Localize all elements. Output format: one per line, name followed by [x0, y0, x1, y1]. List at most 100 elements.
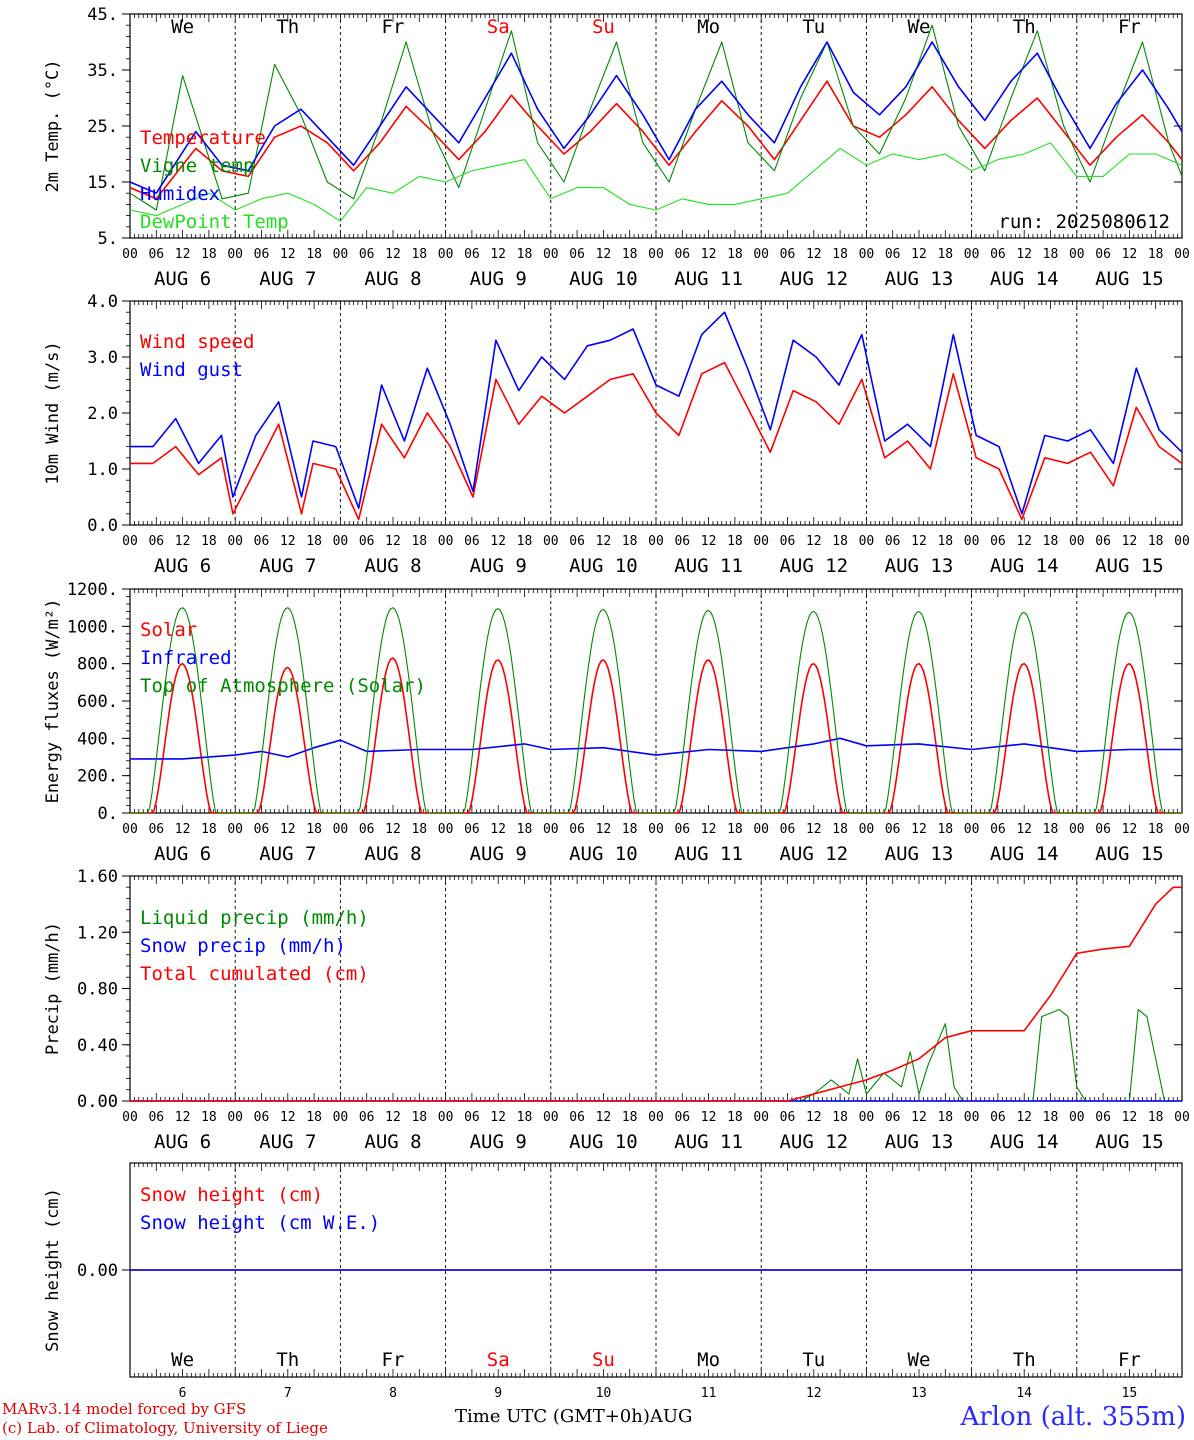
x-hour-label: 00: [333, 822, 349, 837]
x-date-label: AUG 8: [364, 268, 421, 290]
day-of-week-label: Su: [592, 1349, 615, 1371]
x-date-label: AUG 14: [990, 555, 1059, 577]
x-hour-label: 18: [517, 822, 533, 837]
x-hour-label: 06: [359, 1110, 375, 1125]
x-hour-label: 00: [438, 247, 454, 262]
y-tick-label: 1200.: [67, 580, 118, 600]
x-date-label: AUG 15: [1095, 1131, 1164, 1153]
series-line-dewpoint-temp: [129, 142, 1183, 222]
x-date-label: AUG 12: [779, 268, 848, 290]
x-hour-label: 18: [937, 247, 953, 262]
y-tick-label: 0.80: [77, 980, 118, 1000]
x-hour-label: 06: [990, 534, 1006, 549]
series-line-temperature: [129, 80, 1183, 200]
x-date-label: AUG 8: [364, 555, 421, 577]
x-day-number: 8: [389, 1386, 397, 1401]
x-date-label: AUG 8: [364, 843, 421, 865]
x-date-label: AUG 13: [885, 268, 954, 290]
x-hour-label: 12: [701, 534, 717, 549]
x-hour-label: 06: [359, 822, 375, 837]
x-hour-label: 12: [1122, 1110, 1138, 1125]
x-hour-label: 12: [911, 822, 927, 837]
x-hour-label: 12: [490, 1110, 506, 1125]
legend-entry: Temperature: [140, 127, 266, 149]
x-hour-label: 18: [517, 534, 533, 549]
x-hour-label: 12: [596, 247, 612, 262]
x-hour-label: 18: [201, 1110, 217, 1125]
x-hour-label: 18: [201, 534, 217, 549]
x-hour-label: 06: [359, 534, 375, 549]
x-hour-label: 00: [227, 1110, 243, 1125]
x-date-label: AUG 10: [569, 843, 638, 865]
x-hour-label: 18: [727, 822, 743, 837]
x-hour-label: 00: [753, 534, 769, 549]
legend-entry: Snow height (cm): [140, 1184, 323, 1206]
x-hour-label: 06: [148, 1110, 164, 1125]
x-hour-label: 06: [148, 822, 164, 837]
y-tick-label: 0.00: [77, 1092, 118, 1112]
y-tick-label: 2.0: [87, 404, 118, 424]
y-tick-label: 800.: [77, 655, 118, 675]
day-of-week-label: Fr: [382, 16, 405, 38]
x-day-number: 9: [494, 1386, 502, 1401]
x-hour-label: 18: [306, 247, 322, 262]
x-hour-label: 18: [727, 534, 743, 549]
day-of-week-label: Su: [592, 16, 615, 38]
x-hour-label: 06: [254, 822, 270, 837]
x-hour-label: 12: [806, 534, 822, 549]
day-of-week-label: We: [908, 1349, 931, 1371]
series-line-infrared: [130, 737, 1182, 760]
x-hour-label: 12: [1016, 534, 1032, 549]
x-hour-label: 06: [885, 1110, 901, 1125]
y-axis-label: Precip (mm/h): [43, 922, 63, 1055]
x-date-label: AUG 6: [154, 555, 211, 577]
x-hour-label: 06: [254, 1110, 270, 1125]
series-line-humidex: [129, 41, 1183, 194]
x-hour-label: 06: [674, 1110, 690, 1125]
x-date-label: AUG 12: [779, 555, 848, 577]
y-tick-label: 400.: [77, 729, 118, 749]
y-tick-label: 0.40: [77, 1036, 118, 1056]
x-date-label: AUG 9: [470, 555, 527, 577]
x-hour-label: 18: [411, 534, 427, 549]
x-hour-label: 00: [438, 1110, 454, 1125]
y-tick-label: 1.60: [77, 867, 118, 887]
run-label: run: 2025080612: [998, 211, 1170, 233]
x-hour-label: 06: [254, 247, 270, 262]
x-hour-label: 06: [780, 534, 796, 549]
y-tick-label: 35.: [87, 61, 118, 81]
x-date-label: AUG 12: [779, 1131, 848, 1153]
x-hour-label: 06: [148, 247, 164, 262]
x-hour-label: 00: [1174, 534, 1190, 549]
y-axis-label: Snow height (cm): [43, 1188, 63, 1352]
x-title-text: Time UTC (GMT+0h): [455, 1406, 650, 1427]
x-hour-label: 18: [1148, 534, 1164, 549]
x-hour-label: 18: [201, 822, 217, 837]
x-hour-label: 00: [964, 822, 980, 837]
x-hour-label: 06: [254, 534, 270, 549]
x-hour-label: 18: [622, 822, 638, 837]
y-tick-label: 15.: [87, 173, 118, 193]
x-hour-label: 00: [859, 247, 875, 262]
x-hour-label: 18: [622, 1110, 638, 1125]
x-date-label: AUG 13: [885, 843, 954, 865]
day-of-week-label: We: [908, 16, 931, 38]
x-hour-label: 12: [1016, 1110, 1032, 1125]
x-hour-label: 18: [1043, 247, 1059, 262]
x-date-label: AUG 15: [1095, 555, 1164, 577]
x-hour-label: 12: [1122, 247, 1138, 262]
x-hour-label: 18: [517, 247, 533, 262]
x-hour-label: 06: [1095, 1110, 1111, 1125]
x-hour-label: 12: [1016, 822, 1032, 837]
x-hour-label: 18: [201, 247, 217, 262]
x-hour-label: 00: [753, 247, 769, 262]
y-axis-label: 2m Temp. (°C): [43, 59, 63, 192]
x-day-number: 15: [1122, 1386, 1138, 1401]
x-hour-label: 06: [464, 247, 480, 262]
panel-energy: 0. 200. 400. 600. 800. 1000. 1200.Energy fluxe…: [43, 580, 1190, 865]
x-hour-label: 06: [885, 247, 901, 262]
series-line-vigne-temp: [129, 24, 1183, 211]
x-hour-label: 12: [701, 1110, 717, 1125]
x-hour-label: 06: [885, 822, 901, 837]
x-title-month: AUG: [649, 1406, 693, 1427]
